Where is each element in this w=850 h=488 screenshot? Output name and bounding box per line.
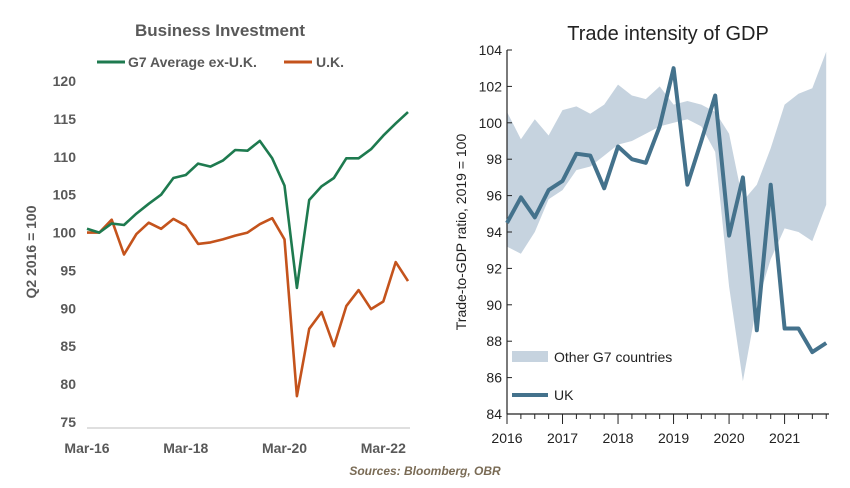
legend-label-g7: G7 Average ex-U.K. [128,54,257,70]
left-y-tick-label: 85 [60,338,76,354]
legend-label-uk-trade: UK [554,387,574,403]
right-y-tick-label: 86 [486,370,502,386]
right-y-tick-label: 102 [479,78,503,94]
legend-swatch-other-g7 [512,351,548,362]
trade-intensity-chart: Trade intensity of GDP Trade-to-GDP rati… [453,23,829,446]
right-x-tick-label: 2021 [769,430,800,446]
left-y-tick-label: 95 [60,262,76,278]
left-y-tick-label: 100 [53,225,77,241]
right-y-ticks: 84 86 88 90 92 94 96 98 100 102 104 [479,42,512,422]
left-chart-legend: G7 Average ex-U.K. U.K. [97,54,344,70]
legend-label-uk: U.K. [316,54,344,70]
left-y-ticks: 75 80 85 90 95 100 105 110 115 120 [53,73,77,430]
left-x-tick-label: Mar-20 [262,440,307,456]
right-x-tick-label: 2020 [713,430,744,446]
uk-trade-line [505,66,828,355]
right-y-tick-label: 94 [486,224,502,240]
right-y-tick-label: 84 [486,406,502,422]
right-chart-title: Trade intensity of GDP [567,23,769,45]
right-x-ticks: 2016 2017 2018 2019 2020 2021 [491,414,827,446]
left-y-tick-label: 120 [53,73,77,89]
right-y-tick-label: 104 [479,42,503,58]
left-y-tick-label: 80 [60,376,76,392]
left-y-axis-label: Q2 2016 = 100 [23,205,39,298]
left-y-tick-label: 110 [53,149,76,165]
left-x-tick-label: Mar-22 [361,440,406,456]
left-y-tick-label: 115 [53,111,76,127]
left-x-tick-label: Mar-18 [163,440,208,456]
right-y-axis-label: Trade-to-GDP ratio, 2019 = 100 [453,134,469,331]
right-y-tick-label: 98 [486,151,502,167]
left-y-tick-label: 105 [53,187,77,203]
left-x-ticks: Mar-16 Mar-18 Mar-20 Mar-22 [64,440,406,456]
left-series [86,111,410,398]
right-x-tick-label: 2016 [491,430,522,446]
right-x-tick-label: 2018 [602,430,633,446]
left-y-tick-label: 90 [60,300,76,316]
business-investment-chart: Business Investment G7 Average ex-U.K. U… [23,21,410,456]
right-y-tick-label: 92 [486,260,502,276]
left-x-tick-label: Mar-16 [64,440,109,456]
right-chart-legend: Other G7 countries UK [512,349,672,403]
right-x-tick-label: 2019 [658,430,689,446]
legend-label-other-g7: Other G7 countries [554,349,672,365]
other-g7-band [507,51,827,382]
right-y-tick-label: 100 [479,115,503,131]
source-note: Sources: Bloomberg, OBR [349,464,501,478]
uk-series-line [87,216,410,398]
right-y-tick-label: 90 [486,297,502,313]
g7-series-line [86,111,409,290]
right-x-tick-label: 2017 [547,430,578,446]
right-y-tick-label: 96 [486,188,502,204]
left-y-tick-label: 75 [60,414,76,430]
left-chart-title: Business Investment [135,21,305,40]
right-y-tick-label: 88 [486,333,502,349]
